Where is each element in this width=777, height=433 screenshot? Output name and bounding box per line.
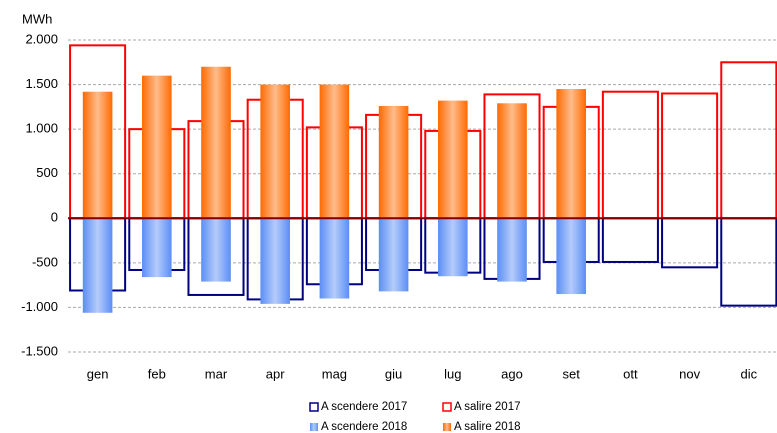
bar [497,103,527,219]
legend-label: A scendere 2017 [321,401,407,413]
bar [142,75,172,219]
bar [720,61,777,220]
bar [556,218,586,295]
x-tick-label: mag [322,366,347,381]
x-tick-label: nov [679,366,700,381]
legend: A scendere 2017 A salire 2017 A scendere 2… [309,401,521,433]
x-tick-label: dic [740,366,757,381]
bar [438,218,468,277]
bar [142,218,172,278]
bar [601,217,659,263]
bar [201,218,231,282]
x-tick-label: apr [266,366,285,381]
x-tick-label: lug [444,366,461,381]
y-tick-label: 0 [51,210,58,225]
y-tick-label: 2.000 [25,31,58,46]
bar [378,105,409,219]
y-axis-unit: MWh [22,11,52,26]
bar [661,92,719,220]
bar [720,217,777,307]
x-tick-label: ott [623,366,638,381]
bar [378,218,409,292]
bar [260,84,290,219]
bar [497,218,527,282]
x-tick-label: set [563,366,581,381]
legend-label: A salire 2017 [454,401,521,413]
x-tick-label: gen [87,366,109,381]
y-tick-label: -500 [32,254,58,269]
bar [661,217,719,269]
legend-label: A salire 2018 [454,421,521,433]
x-tick-label: giu [385,366,402,381]
bar [319,84,350,219]
bar [601,90,659,220]
bar [260,218,290,304]
legend-swatch [310,423,318,431]
bar [319,218,350,299]
bar [201,66,231,219]
y-tick-label: -1.500 [21,343,58,358]
bar [438,100,468,219]
legend-swatch [442,402,452,412]
bar [82,218,113,313]
y-tick-label: -1.000 [21,299,58,314]
x-tick-label: ago [501,366,523,381]
y-tick-label: 500 [36,165,58,180]
legend-label: A scendere 2018 [321,421,407,433]
bar [82,91,113,219]
y-tick-label: 1.000 [25,121,58,136]
x-tick-label: feb [148,366,166,381]
x-tick-label: mar [205,366,228,381]
legend-swatch [443,423,451,431]
bar [556,89,586,219]
legend-swatch [309,402,319,412]
y-tick-label: 1.500 [25,76,58,91]
